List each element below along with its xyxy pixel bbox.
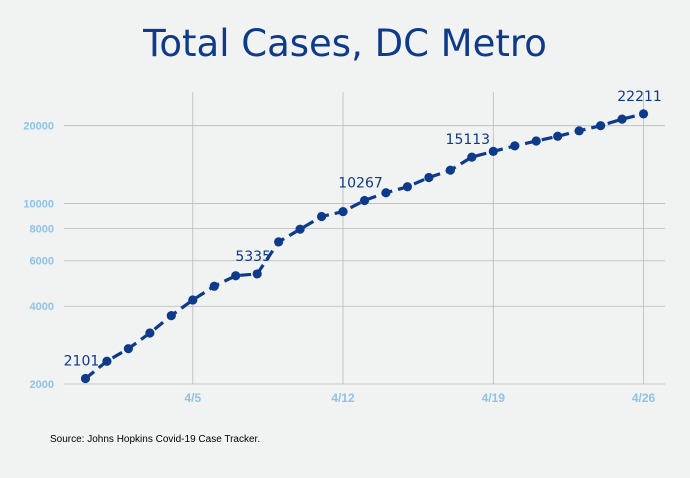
data-labels: 2101 5335 10267 15113 22211 (64, 89, 662, 370)
gridlines (64, 92, 665, 385)
data-point (209, 281, 219, 291)
data-point (338, 206, 348, 217)
data-point (231, 271, 241, 281)
data-point (252, 269, 262, 279)
data-point (638, 109, 649, 119)
y-tick-label: 4000 (30, 301, 54, 313)
data-point (574, 126, 584, 136)
data-point (145, 328, 155, 338)
y-axis-tick-labels: 2000 4000 6000 8000 10000 20000 (23, 121, 54, 391)
data-point (467, 152, 477, 162)
x-tick-label: 4/5 (184, 391, 201, 405)
chart-title: Total Cases, DC Metro (143, 22, 547, 65)
data-label: 15113 (446, 132, 491, 148)
data-point (510, 141, 520, 151)
data-point (166, 310, 176, 321)
x-axis-tick-labels: 4/5 4/12 4/19 4/26 (184, 391, 655, 405)
source-note: Source: Johns Hopkins Covid-19 Case Trac… (50, 434, 261, 445)
data-point (381, 188, 391, 198)
x-tick-label: 4/12 (331, 391, 355, 405)
y-tick-label: 10000 (23, 198, 54, 210)
data-point (445, 165, 455, 175)
data-point (274, 237, 284, 247)
series-line (84, 112, 644, 380)
data-point (596, 121, 606, 131)
data-point (553, 131, 563, 141)
data-label: 10267 (338, 175, 383, 191)
data-point (316, 211, 327, 222)
y-tick-label: 20000 (23, 121, 54, 133)
y-tick-label: 6000 (30, 256, 54, 268)
data-series (80, 109, 649, 384)
data-label: 2101 (64, 353, 100, 369)
data-point (402, 182, 413, 192)
data-point (123, 344, 133, 354)
data-point (488, 146, 498, 157)
y-tick-label: 8000 (30, 223, 54, 235)
data-point (359, 195, 370, 206)
data-label: 22211 (617, 89, 662, 105)
data-point (188, 295, 198, 305)
data-point (531, 136, 541, 146)
x-tick-label: 4/19 (482, 391, 506, 405)
data-point (102, 356, 112, 366)
data-point (424, 172, 434, 183)
data-point (295, 224, 305, 234)
data-point (80, 373, 91, 384)
data-point (617, 114, 627, 124)
y-tick-label: 2000 (30, 379, 54, 391)
x-tick-label: 4/26 (632, 391, 656, 405)
data-label: 5335 (235, 249, 271, 265)
